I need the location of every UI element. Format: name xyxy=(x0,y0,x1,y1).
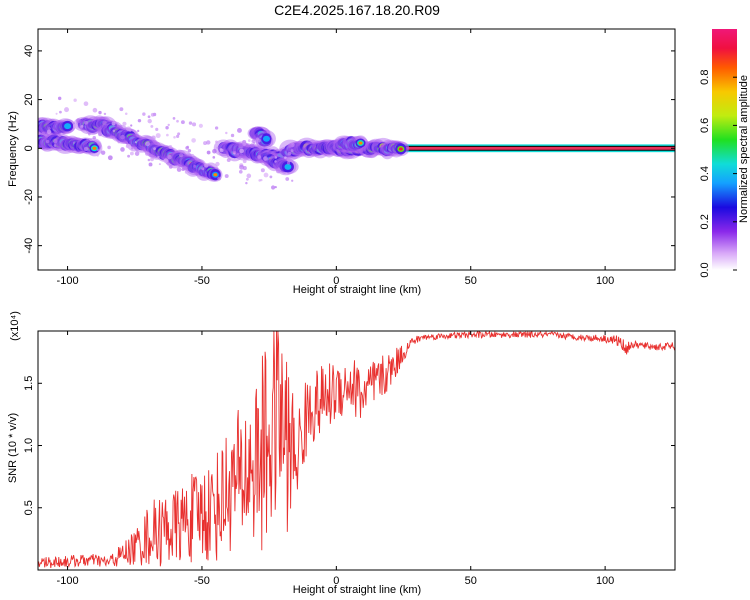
snr-x-tick: -100 xyxy=(57,575,79,587)
colorbar-tick: 0.4 xyxy=(699,166,711,181)
spectrogram-panel: -100 -50 0 50 100 -40 -20 0 20 40 Height of strai… xyxy=(7,28,676,296)
colorbar-gradient xyxy=(712,29,737,270)
spectrogram-y-tick: 40 xyxy=(23,45,35,57)
spectrogram-x-tick: -100 xyxy=(57,275,79,287)
colorbar-tick: 0.2 xyxy=(699,214,711,229)
snr-y-label: SNR (10 * v/v) xyxy=(7,413,19,483)
spectral-feature xyxy=(38,117,76,138)
colorbar: 0.0 0.2 0.4 0.6 0.8 Normalized spectral ampl… xyxy=(699,29,750,278)
snr-y-tick: 1.5 xyxy=(23,376,35,391)
spectrogram-y-tick: -20 xyxy=(23,189,35,205)
snr-x-tick: 100 xyxy=(596,575,614,587)
snr-multiplier-label: (x10⁴) xyxy=(9,311,21,341)
figure-title: C2E4.2025.167.18.20.R09 xyxy=(274,2,440,18)
spectrogram-y-tick: 0 xyxy=(23,145,35,151)
tone-band xyxy=(306,146,675,150)
colorbar-tick: 0.0 xyxy=(699,262,711,277)
spectral-feature xyxy=(38,132,103,157)
snr-series-line xyxy=(38,331,675,569)
colorbar-tick: 0.8 xyxy=(699,70,711,85)
snr-y-tick: 1.0 xyxy=(23,438,35,453)
spectrogram-y-tick: 20 xyxy=(23,93,35,105)
spectrogram-x-tick: 50 xyxy=(465,275,477,287)
snr-x-tick: -50 xyxy=(194,575,210,587)
colorbar-label: Normalized spectral amplitude xyxy=(738,75,750,223)
snr-y-tick: 0.5 xyxy=(23,500,35,515)
snr-x-tick: 0 xyxy=(333,575,339,587)
snr-x-label: Height of straight line (km) xyxy=(293,584,421,596)
snr-panel: -100 -50 0 50 100 0.5 1.0 1.5 Height of straigh… xyxy=(7,311,676,596)
spectrogram-x-tick: 0 xyxy=(333,275,339,287)
spectrogram-y-tick: -40 xyxy=(23,238,35,254)
spectral-feature xyxy=(332,135,370,154)
spectral-feature xyxy=(247,126,276,149)
snr-x-tick: 50 xyxy=(465,575,477,587)
spectrogram-y-label: Frequency (Hz) xyxy=(7,111,19,187)
spectral-feature xyxy=(97,120,223,182)
spectrogram-x-tick: -50 xyxy=(194,275,210,287)
colorbar-tick: 0.6 xyxy=(699,118,711,133)
spectrogram-x-label: Height of straight line (km) xyxy=(293,284,421,296)
spectrogram-x-tick: 100 xyxy=(596,275,614,287)
